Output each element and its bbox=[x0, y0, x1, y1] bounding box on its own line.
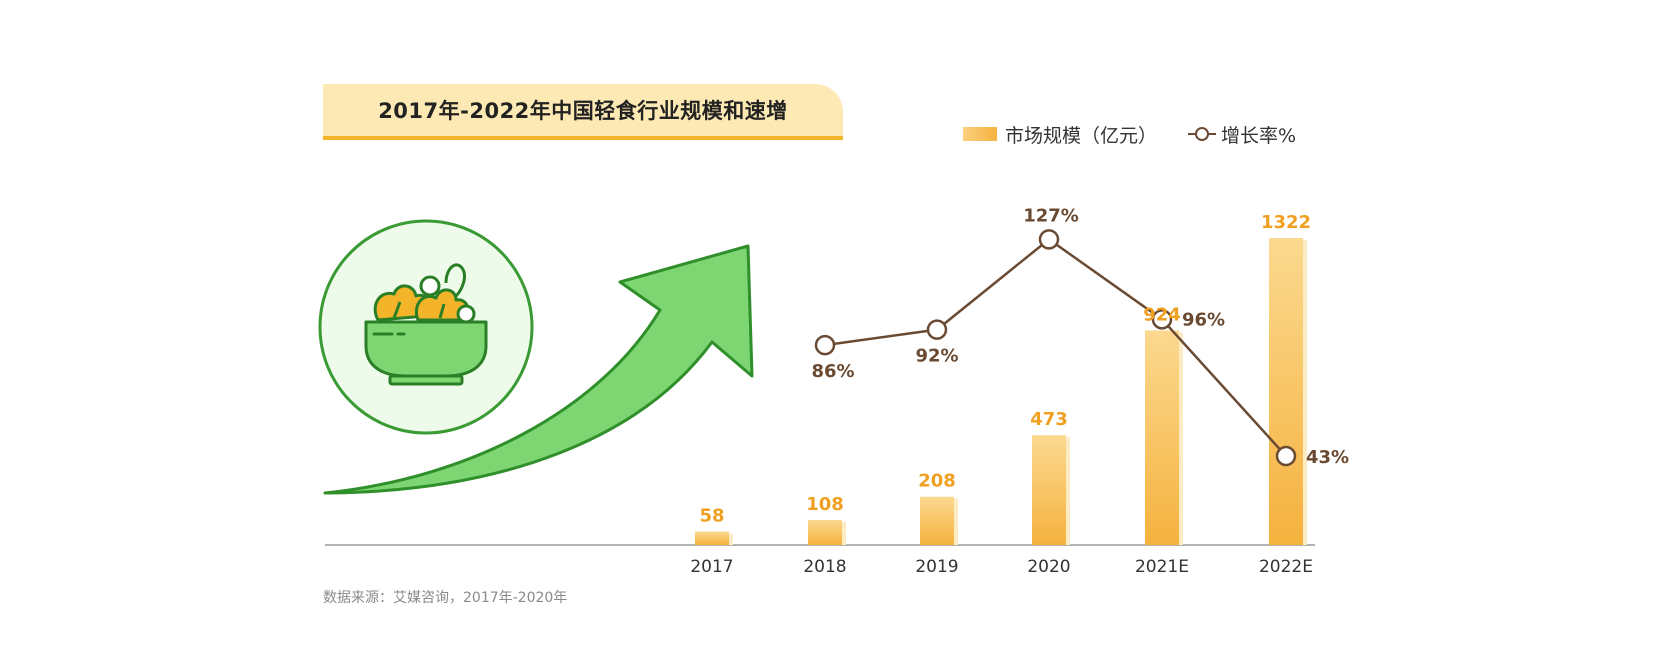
rate-point-2020 bbox=[1038, 229, 1060, 250]
x-tick-label-2021E: 2021E bbox=[1135, 557, 1189, 577]
bar-2018 bbox=[808, 519, 842, 545]
bar-value-label-2020: 473 bbox=[1030, 409, 1068, 430]
source-note: 数据来源：艾媒咨询，2017年-2020年 bbox=[323, 590, 568, 606]
x-tick-label-2019: 2019 bbox=[915, 557, 958, 577]
x-tick-label-2020: 2020 bbox=[1027, 557, 1070, 577]
bar-edge-2021E bbox=[1179, 332, 1183, 545]
rate-point-2018 bbox=[814, 334, 836, 356]
legend-bar-label: 市场规模（亿元） bbox=[1005, 124, 1158, 147]
rate-label-2019: 92% bbox=[915, 346, 958, 367]
rate-label-2022E: 43% bbox=[1306, 447, 1349, 468]
rate-label-2020: 127% bbox=[1023, 205, 1079, 226]
bar-edge-2017 bbox=[729, 533, 733, 545]
legend-item-bar: 市场规模（亿元） bbox=[963, 121, 1157, 148]
bar-value-label-2022E: 1322 bbox=[1261, 212, 1311, 233]
salad-bowl-icon bbox=[318, 219, 534, 435]
bar-edge-2019 bbox=[954, 498, 958, 545]
bar-edge-2020 bbox=[1066, 437, 1070, 545]
legend-item-line: 增长率% bbox=[1157, 121, 1296, 148]
rate-point-2022E bbox=[1275, 445, 1297, 467]
growth-arrow-icon bbox=[323, 244, 754, 495]
legend-line-marker-icon bbox=[1188, 127, 1217, 141]
legend: 市场规模（亿元） 增长率% bbox=[963, 121, 1296, 147]
x-tick-label-2022E: 2022E bbox=[1259, 557, 1313, 577]
bar-value-label-2017: 58 bbox=[699, 506, 724, 527]
rate-label-2021E: 96% bbox=[1182, 309, 1225, 330]
bar-edge-2022E bbox=[1303, 240, 1307, 545]
chart-title: 2017年-2022年中国轻食行业规模和速增 bbox=[378, 99, 788, 123]
bar-value-label-2021E: 924 bbox=[1143, 304, 1181, 325]
legend-line-label: 增长率% bbox=[1221, 124, 1297, 147]
chart-title-banner: 2017年-2022年中国轻食行业规模和速增 bbox=[323, 84, 843, 140]
bar-value-label-2018: 108 bbox=[806, 494, 844, 515]
bar-2022E bbox=[1269, 238, 1303, 545]
x-tick-label-2017: 2017 bbox=[690, 557, 733, 577]
x-tick-label-2018: 2018 bbox=[803, 557, 846, 577]
bar-2020 bbox=[1032, 435, 1066, 545]
bar-2017 bbox=[695, 531, 729, 545]
bar-value-label-2019: 208 bbox=[918, 471, 956, 492]
bar-2019 bbox=[920, 496, 954, 545]
rate-label-2018: 86% bbox=[811, 361, 854, 382]
bar-edge-2018 bbox=[842, 521, 846, 545]
rate-point-2021E bbox=[1151, 309, 1173, 330]
bar-2021E bbox=[1145, 330, 1179, 545]
legend-bar-swatch bbox=[963, 127, 997, 141]
rate-point-2019 bbox=[926, 319, 948, 340]
